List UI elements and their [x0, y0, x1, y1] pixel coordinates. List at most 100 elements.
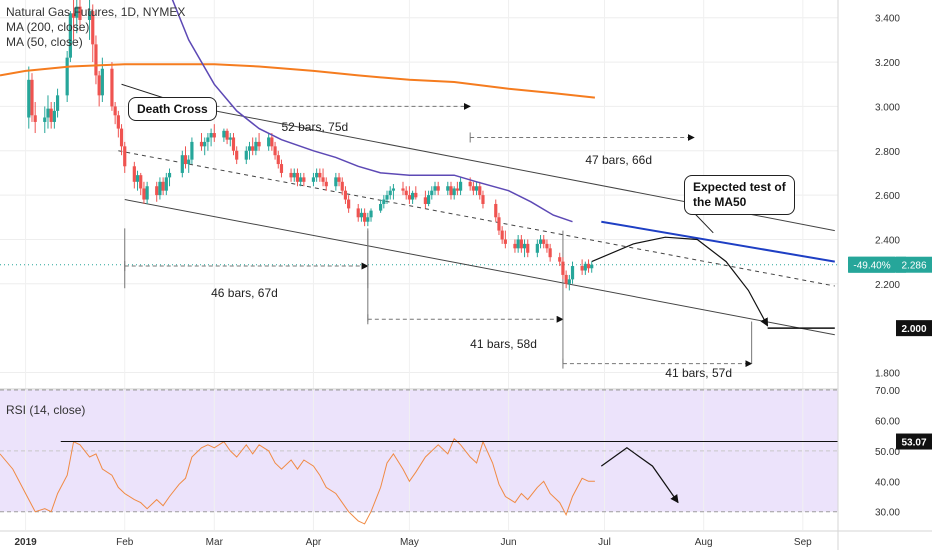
time-tick-label: Mar — [206, 537, 224, 548]
price-tick-label: 2.800 — [875, 147, 900, 158]
candle-body — [279, 164, 284, 173]
candle-body — [558, 257, 562, 262]
candle-body — [433, 186, 437, 191]
ma50-projection-line — [601, 220, 835, 263]
candle-body — [449, 186, 453, 196]
candle-body — [452, 188, 456, 196]
candle-body — [209, 133, 213, 138]
candle-body — [471, 186, 475, 191]
candle-body — [324, 181, 328, 187]
candle-body — [203, 141, 207, 147]
candle-body — [142, 188, 146, 200]
candle-body — [474, 186, 479, 191]
candle-body — [187, 159, 191, 165]
candle-body — [155, 186, 159, 196]
candle-body — [426, 195, 431, 204]
candle-body — [311, 177, 316, 182]
candle-body — [55, 95, 60, 111]
rsi-line — [0, 437, 595, 525]
candle-body — [299, 177, 303, 182]
expected-test-line1: Expected test of — [693, 180, 786, 194]
expected-test-line2: the MA50 — [693, 195, 747, 209]
candle-body — [78, 6, 82, 20]
price-tick-label: 3.000 — [875, 102, 900, 113]
measure-label-1: 47 bars, 66d — [585, 153, 652, 167]
time-tick-label: May — [400, 537, 419, 548]
candle-body — [247, 146, 252, 151]
candle-body — [334, 177, 338, 187]
candle-body — [519, 239, 523, 249]
time-tick-label: Jul — [598, 537, 611, 548]
candle-body — [145, 186, 149, 200]
candle-body — [455, 188, 459, 191]
rsi-expected-path — [600, 447, 679, 504]
candle-body — [190, 141, 194, 160]
candle-body — [302, 177, 306, 182]
candle-body — [436, 186, 440, 191]
candle-body — [100, 68, 104, 96]
candle-body — [30, 79, 34, 116]
target-badge-label: 2.000 — [901, 324, 926, 335]
candle-body — [580, 266, 584, 271]
candle-body — [199, 141, 204, 147]
candle-body — [123, 146, 127, 167]
price-tick-label: 3.400 — [875, 14, 900, 25]
candle-body — [583, 263, 587, 271]
price-tick-label: 2.200 — [875, 280, 900, 291]
candle-body — [516, 239, 520, 249]
measure-label-3: 41 bars, 58d — [470, 337, 537, 351]
candle-body — [430, 190, 434, 196]
candle-body — [503, 239, 507, 244]
candle-body — [337, 177, 341, 182]
candle-body — [139, 175, 143, 189]
rsi-legend: RSI (14, close) — [6, 403, 86, 417]
candle-body — [411, 192, 415, 200]
candle-body — [526, 243, 530, 253]
candle-body — [273, 146, 277, 156]
candlestick-series — [27, 0, 594, 291]
price-tick-label: 3.200 — [875, 58, 900, 69]
candle-body — [538, 239, 543, 244]
time-tick-label: Feb — [116, 537, 134, 548]
candle-body — [379, 203, 383, 211]
candle-body — [94, 44, 98, 76]
candle-body — [228, 137, 232, 140]
candle-body — [401, 188, 405, 191]
candle-body — [91, 11, 95, 45]
measure-label-2: 46 bars, 67d — [211, 286, 278, 300]
candle-body — [97, 75, 101, 96]
legend-ma200: MA (200, close) — [6, 20, 90, 34]
candle-body — [295, 172, 300, 182]
candle-body — [49, 108, 53, 122]
rsi-resistance-badge-label: 53.07 — [901, 438, 926, 449]
rsi-tick-label: 70.00 — [875, 386, 900, 397]
candle-body — [113, 106, 117, 116]
last-price-badge-right — [896, 256, 932, 273]
candle-body — [43, 117, 47, 122]
time-tick-label: Jun — [500, 537, 516, 548]
candle-body — [382, 199, 386, 204]
candle-body — [340, 181, 344, 191]
rsi-tick-label: 40.00 — [875, 477, 900, 488]
candle-body — [68, 13, 72, 58]
candle-body — [343, 190, 348, 200]
candle-body — [135, 175, 140, 182]
candle-body — [359, 212, 364, 218]
candle-body — [478, 186, 482, 196]
candle-body — [167, 172, 172, 178]
candle-body — [27, 79, 31, 118]
candle-body — [423, 197, 427, 204]
candle-body — [289, 172, 293, 178]
candle-body — [522, 243, 527, 249]
channel-lower-line — [124, 199, 835, 336]
last-price-label-right: 2.286 — [901, 261, 926, 272]
candle-body — [251, 146, 255, 151]
price-tick-label: 1.800 — [875, 368, 900, 379]
candle-body — [318, 172, 322, 178]
change-badge-label: -49.40% — [853, 261, 890, 272]
candle-body — [407, 195, 412, 200]
price-tick-label: 2.400 — [875, 235, 900, 246]
candle-body — [535, 243, 539, 253]
candle-body — [548, 248, 552, 258]
